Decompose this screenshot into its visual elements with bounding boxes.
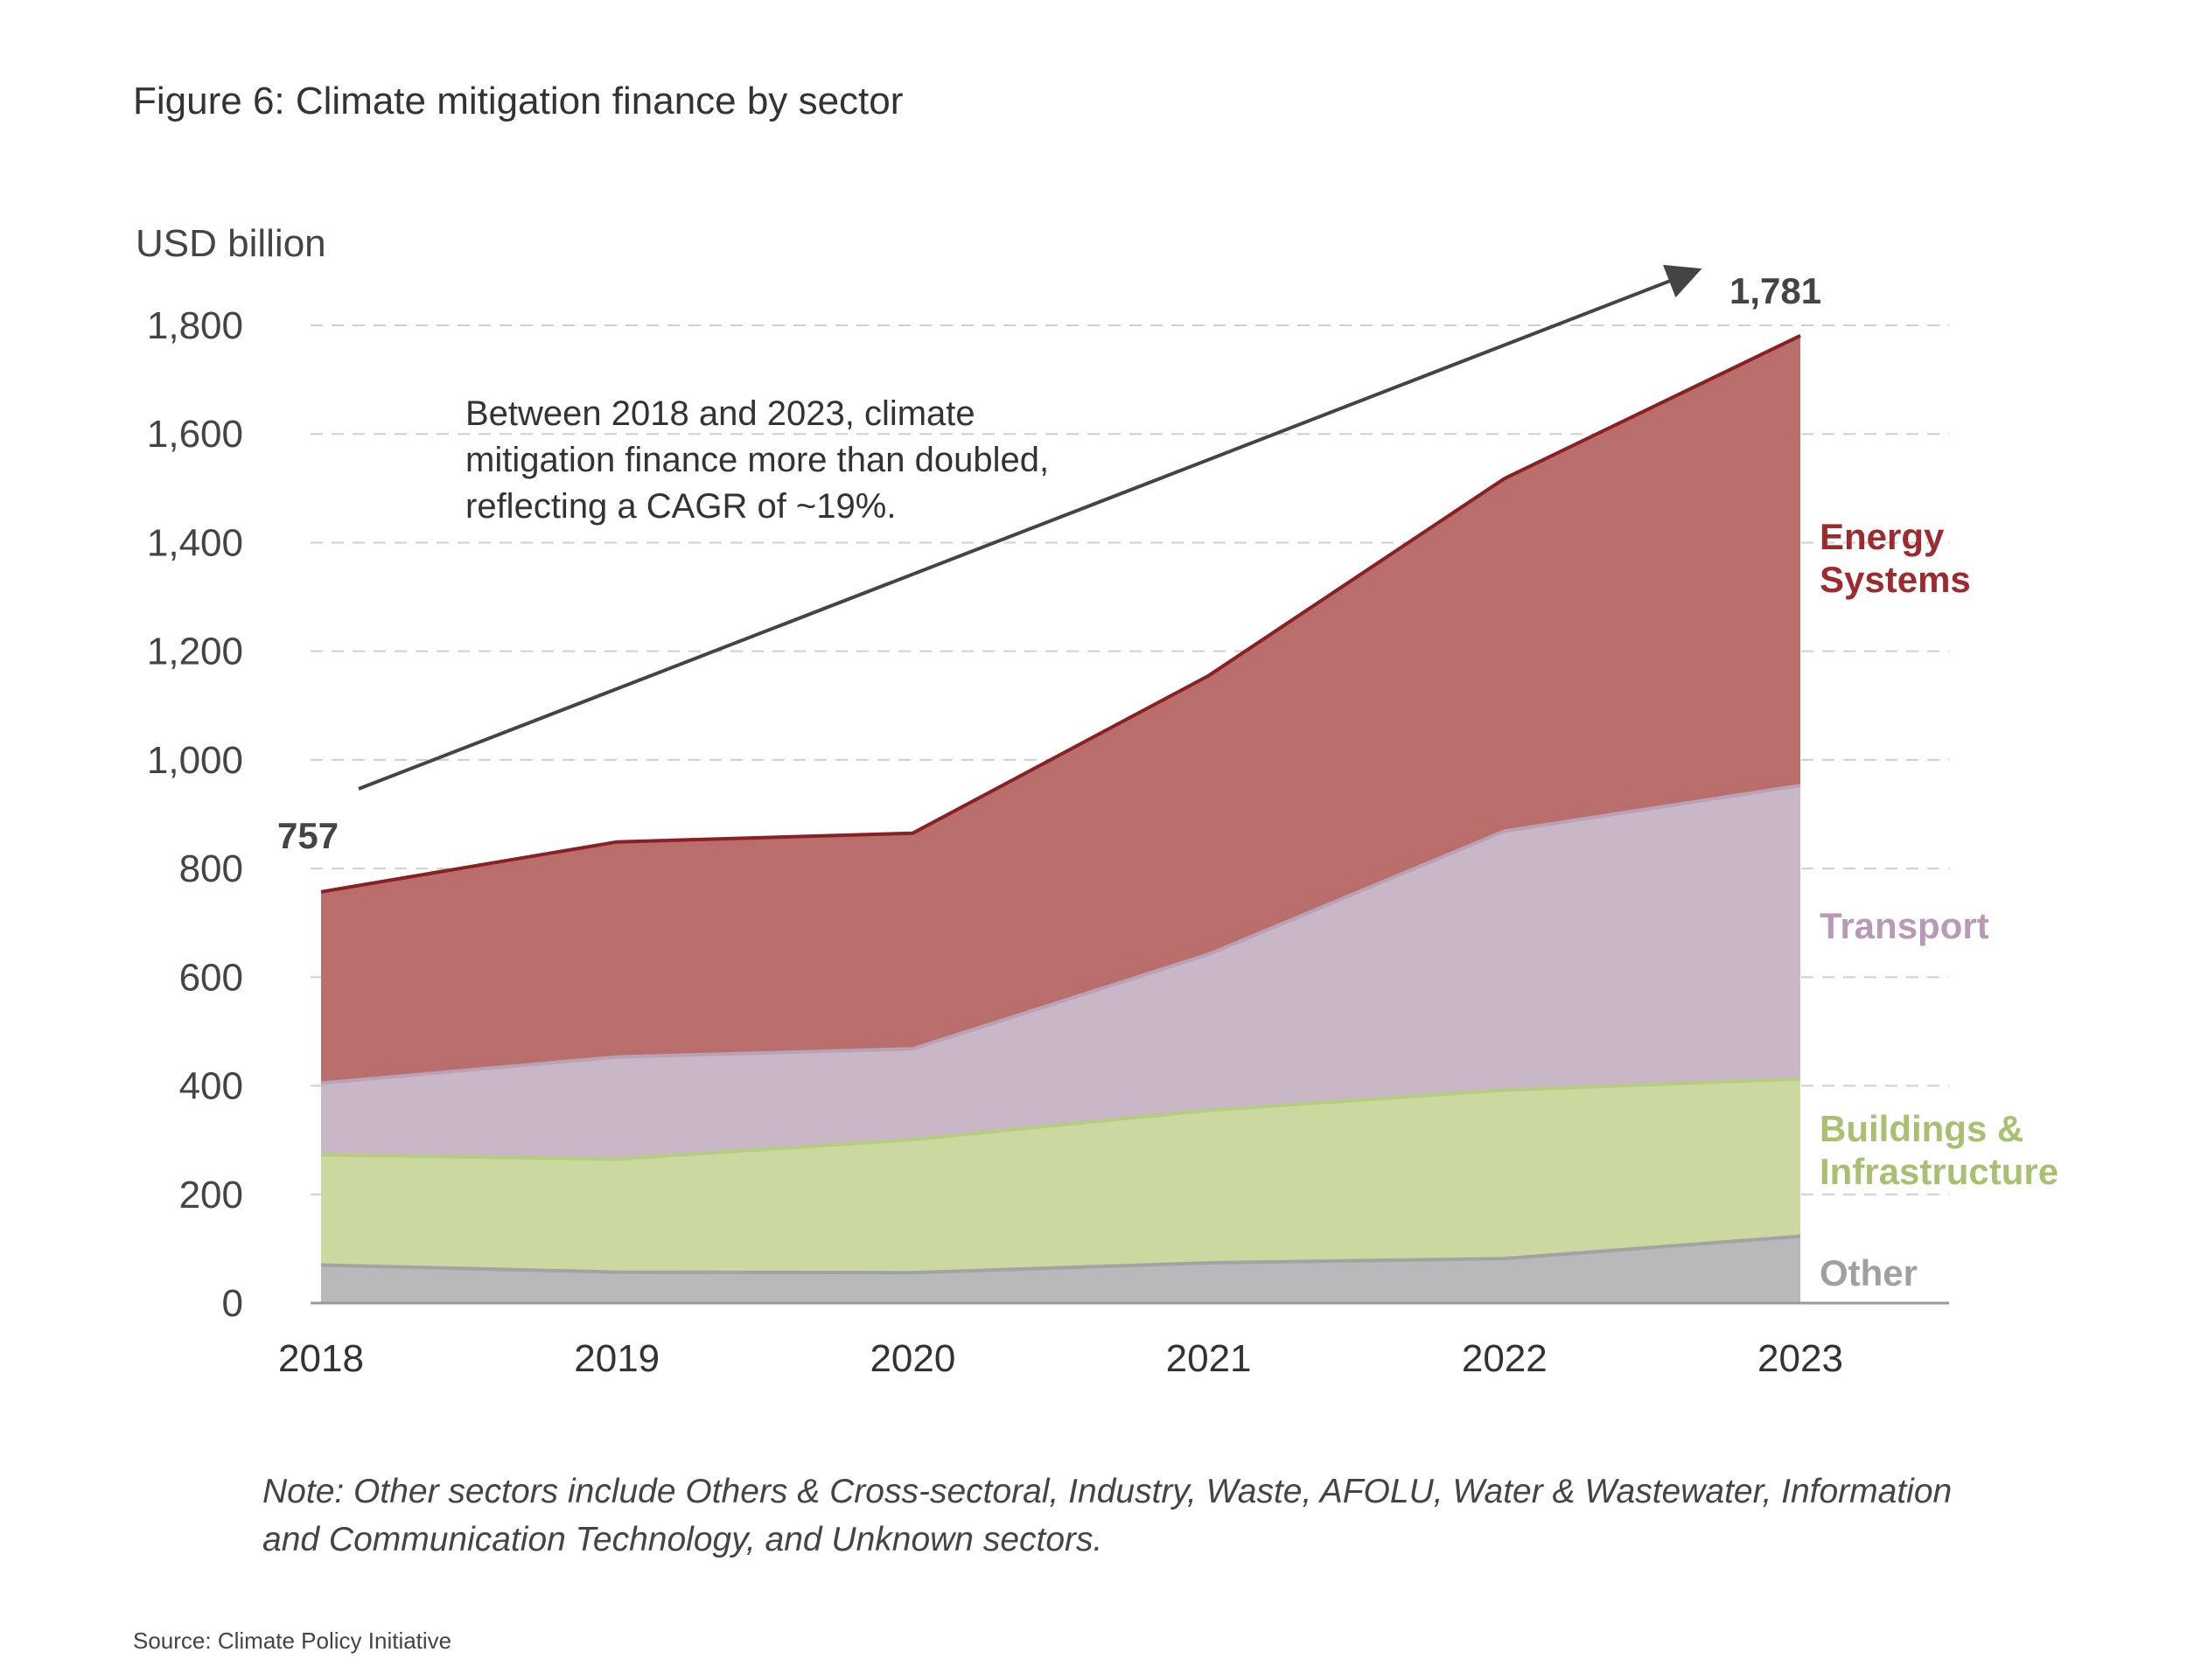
label-buildings-line-1: Buildings &: [1820, 1108, 2023, 1149]
x-tick-label: 2020: [870, 1337, 955, 1380]
x-tick-label: 2021: [1166, 1337, 1252, 1380]
label-energy-systems-line-2: Systems: [1820, 559, 1971, 600]
annotation-line-2: mitigation finance more than doubled,: [465, 441, 1049, 479]
area-outlines: [320, 333, 1801, 1275]
y-tick-label: 1,200: [147, 631, 243, 673]
label-buildings-line-2: Infrastructure: [1820, 1151, 2058, 1192]
area-other: [321, 1236, 1800, 1303]
area-energy-systems: [321, 335, 1800, 1084]
annotation-line-1: Between 2018 and 2023, climate: [465, 394, 975, 433]
area-buildings-infrastructure: [321, 1078, 1800, 1273]
label-transport: Transport: [1820, 905, 1989, 946]
y-unit-label: USD billion: [136, 222, 326, 265]
y-tick-labels: 0 200 400 600 800 1,000 1,200 1,400 1,600 1,800: [147, 304, 243, 1325]
y-tick-label: 1,800: [147, 304, 243, 347]
x-tick-label: 2018: [278, 1337, 364, 1380]
annotation-line-3: reflecting a CAGR of ~19%.: [465, 487, 896, 526]
y-tick-label: 0: [222, 1282, 243, 1325]
label-energy-systems-line-1: Energy: [1820, 516, 1945, 557]
growth-arrow: [358, 264, 1702, 791]
line-other: [320, 1234, 1801, 1275]
area-transport: [321, 785, 1800, 1160]
y-tick-label: 200: [179, 1174, 243, 1216]
stacked-areas: [321, 335, 1800, 1303]
label-other: Other: [1820, 1252, 1918, 1293]
note-line-2: and Communication Technology, and Unknow…: [262, 1521, 1102, 1558]
x-tick-labels: 2018 2019 2020 2021 2022 2023: [278, 1337, 1843, 1380]
start-value-label: 757: [277, 815, 339, 856]
y-tick-label: 1,000: [147, 739, 243, 782]
x-tick-label: 2022: [1462, 1337, 1548, 1380]
y-tick-label: 600: [179, 956, 243, 999]
line-buildings-infrastructure: [320, 1077, 1801, 1161]
source-text: Source: Climate Policy Initiative: [133, 1628, 451, 1654]
end-value-label: 1,781: [1729, 270, 1821, 311]
x-tick-label: 2019: [574, 1337, 660, 1380]
y-tick-label: 800: [179, 847, 243, 890]
x-tick-label: 2023: [1757, 1337, 1843, 1380]
note-line-1: Note: Other sectors include Others & Cro…: [262, 1473, 1952, 1510]
line-energy-systems: [320, 333, 1801, 894]
chart-title: Figure 6: Climate mitigation finance by …: [133, 80, 903, 122]
line-transport: [320, 784, 1801, 1085]
y-tick-label: 1,400: [147, 521, 243, 564]
y-tick-label: 400: [179, 1065, 243, 1108]
y-tick-label: 1,600: [147, 413, 243, 456]
